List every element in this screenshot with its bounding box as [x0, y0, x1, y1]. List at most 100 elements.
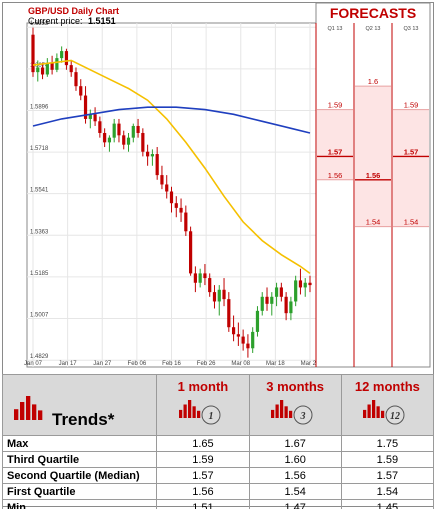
- bar-chart-icon: 3: [271, 400, 313, 425]
- candle-body: [74, 72, 78, 87]
- y-tick-label: 1.5541: [30, 188, 49, 194]
- badge-circle: [201, 405, 221, 425]
- candle-body: [193, 273, 197, 283]
- trends-col-1month: 1 month 1: [156, 374, 250, 436]
- candle-body: [231, 327, 236, 335]
- trends-table: 1 month 1 3 months 3 12 months 12 Max 1.65 …: [1, 374, 435, 509]
- candle-body: [160, 175, 164, 185]
- candle-body: [169, 191, 174, 204]
- candle-body: [270, 296, 274, 304]
- candle-body: [117, 123, 121, 136]
- y-tick-label: 1.6074: [30, 63, 49, 69]
- candle-body: [69, 65, 73, 73]
- current-price: Current price: 1.5151: [28, 16, 116, 26]
- bar: [192, 406, 196, 418]
- row-value: 1.56: [156, 483, 250, 500]
- candle-body: [98, 121, 102, 133]
- candle-body: [122, 135, 126, 145]
- candle-body: [179, 207, 183, 213]
- candle-body: [103, 132, 107, 143]
- y-tick-label: 1.5007: [30, 313, 49, 319]
- forecast-max-value: 1.6: [368, 77, 378, 86]
- forecast-range: [317, 109, 353, 180]
- badge-number: 1: [208, 411, 213, 422]
- chart-title: GBP/USD Daily Chart: [28, 6, 119, 16]
- candle-body: [31, 34, 35, 73]
- bar-chart-icon: 12: [363, 400, 405, 425]
- candle-body: [246, 343, 250, 349]
- forecast-max-value: 1.59: [328, 101, 343, 110]
- chart-grid: [27, 23, 316, 367]
- bar: [289, 410, 293, 418]
- candle-body: [189, 231, 193, 274]
- row-value: 1.75: [340, 435, 435, 452]
- candle-body: [222, 289, 226, 300]
- candle-body: [208, 278, 212, 293]
- y-axis-ticks: 1.6252 1.6074 1.5896 1.5718 1.5541 1.5363 1.51…: [30, 21, 49, 360]
- bar: [38, 410, 43, 420]
- bar: [372, 400, 376, 418]
- candle-body: [79, 86, 83, 96]
- x-tick-label: Feb 06: [128, 361, 147, 367]
- row-value: 1.54: [340, 483, 435, 500]
- x-tick-label: Jan 17: [59, 361, 78, 367]
- trends-col-3months: 3 months 3: [248, 374, 342, 436]
- forecast-min-value: 1.54: [404, 218, 419, 227]
- candle-body: [212, 292, 217, 302]
- x-tick-label: Feb 26: [197, 361, 216, 367]
- candle-body: [298, 280, 303, 288]
- x-tick-label: Mar 08: [231, 361, 250, 367]
- candle-body: [236, 334, 240, 337]
- trends-row-median: Second Quartile (Median) 1.57 1.56 1.57: [1, 467, 435, 484]
- forecast-median-value: 1.56: [366, 171, 381, 180]
- trends-row-first-quartile: First Quartile 1.56 1.54 1.54: [1, 483, 435, 500]
- candle-body: [217, 289, 221, 302]
- candle-body: [184, 212, 188, 232]
- trends-header-row: 1 month 1 3 months 3 12 months 12: [1, 374, 435, 436]
- badge-number: 12: [390, 411, 400, 422]
- candle-body: [255, 310, 260, 332]
- x-tick-label: Mar 18: [266, 361, 285, 367]
- row-label: Min: [1, 499, 158, 509]
- bar: [376, 406, 381, 418]
- row-label: Second Quartile (Median): [1, 467, 158, 484]
- gbpusd-chart: 1.6252 1.6074 1.5896 1.5718 1.5541 1.5363 1.51…: [24, 2, 431, 368]
- forecast-max-value: 1.59: [404, 101, 419, 110]
- badge-circle: [385, 405, 405, 425]
- x-tick-label: Mar 28: [301, 361, 320, 367]
- row-value: 1.65: [156, 435, 250, 452]
- candle-body: [260, 296, 264, 311]
- row-value: 1.60: [248, 451, 342, 468]
- current-price-label: Current price:: [28, 16, 83, 26]
- candle-body: [284, 296, 288, 314]
- bar: [14, 409, 19, 420]
- candles: [31, 27, 312, 358]
- y-tick-label: 1.5363: [30, 229, 49, 235]
- candle-body: [126, 137, 131, 145]
- bar: [367, 404, 372, 418]
- bar: [271, 409, 275, 418]
- candle-body: [294, 280, 298, 302]
- y-tick-label: 1.5718: [30, 146, 49, 152]
- x-axis-ticks: Jan 07 Jan 17 Jan 27 Feb 06 Feb 16 Feb 26 Mar …: [24, 361, 320, 367]
- candle-body: [112, 123, 116, 138]
- trends-col-label: 3 months: [266, 379, 325, 394]
- trends-row-min: Min 1.51 1.47 1.45: [1, 499, 435, 509]
- candle-body: [308, 282, 312, 286]
- badge-number: 3: [300, 411, 306, 422]
- candle-body: [131, 125, 135, 138]
- bar-chart-icon: [14, 396, 43, 420]
- candle-body: [83, 95, 88, 119]
- y-tick-label: 1.4829: [30, 354, 49, 360]
- row-label: First Quartile: [1, 483, 158, 500]
- row-value: 1.67: [248, 435, 342, 452]
- candle-body: [155, 154, 159, 176]
- candle-body: [203, 273, 207, 279]
- bar: [284, 406, 288, 418]
- candle-body: [93, 114, 97, 122]
- x-tick-label: Jan 07: [24, 361, 43, 367]
- forecast-min-value: 1.56: [328, 171, 343, 180]
- trends-title: Trends*: [52, 410, 115, 429]
- candle-body: [107, 137, 112, 143]
- bar: [26, 396, 31, 420]
